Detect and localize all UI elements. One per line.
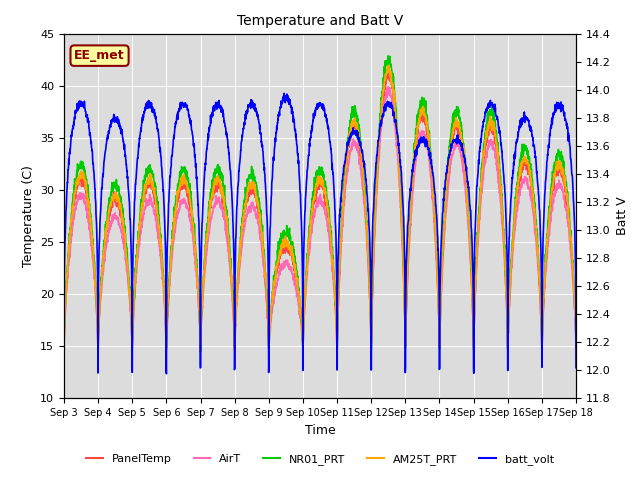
Line: batt_volt: batt_volt [64, 93, 576, 374]
X-axis label: Time: Time [305, 424, 335, 437]
AirT [572, 344, 580, 350]
NR01_PRT [572, 343, 580, 348]
AirT [60, 346, 68, 351]
AirT [346, 148, 354, 154]
PanelTemp [60, 342, 68, 348]
Line: AirT: AirT [64, 86, 576, 351]
NR01_PRT [541, 251, 549, 257]
AM25T_PRT [335, 286, 342, 291]
AM25T_PRT [469, 311, 477, 317]
Y-axis label: Batt V: Batt V [616, 197, 629, 235]
NR01_PRT [384, 53, 392, 59]
PanelTemp [385, 69, 393, 74]
batt_volt [346, 134, 354, 140]
batt_volt [572, 365, 580, 371]
batt_volt [280, 90, 288, 96]
PanelTemp [527, 181, 535, 187]
PanelTemp [572, 342, 580, 348]
batt_volt [335, 234, 342, 240]
AM25T_PRT [541, 264, 549, 270]
Line: PanelTemp: PanelTemp [64, 72, 576, 352]
AirT [469, 313, 477, 319]
AirT [527, 197, 535, 203]
AirT [541, 273, 549, 278]
batt_volt [163, 371, 170, 377]
NR01_PRT [469, 308, 477, 314]
PanelTemp [469, 313, 477, 319]
AirT [385, 84, 392, 89]
batt_volt [469, 267, 477, 273]
Legend: PanelTemp, AirT, NR01_PRT, AM25T_PRT, batt_volt: PanelTemp, AirT, NR01_PRT, AM25T_PRT, ba… [81, 450, 559, 469]
batt_volt [541, 180, 549, 185]
NR01_PRT [367, 351, 375, 357]
batt_volt [203, 146, 211, 152]
PanelTemp [203, 232, 211, 238]
NR01_PRT [203, 227, 211, 232]
AM25T_PRT [527, 182, 535, 188]
PanelTemp [335, 288, 342, 294]
AirT [231, 348, 239, 354]
PanelTemp [346, 137, 354, 143]
Title: Temperature and Batt V: Temperature and Batt V [237, 14, 403, 28]
AM25T_PRT [60, 342, 68, 348]
batt_volt [60, 364, 68, 370]
NR01_PRT [335, 294, 342, 300]
Line: NR01_PRT: NR01_PRT [64, 56, 576, 354]
NR01_PRT [527, 169, 535, 175]
Y-axis label: Temperature (C): Temperature (C) [22, 165, 35, 267]
AM25T_PRT [196, 348, 204, 354]
AirT [335, 292, 342, 298]
Line: AM25T_PRT: AM25T_PRT [64, 65, 576, 351]
NR01_PRT [60, 344, 68, 349]
AM25T_PRT [203, 234, 211, 240]
PanelTemp [196, 349, 204, 355]
AM25T_PRT [346, 130, 354, 136]
PanelTemp [541, 264, 549, 270]
NR01_PRT [346, 127, 353, 132]
Text: EE_met: EE_met [74, 49, 125, 62]
AM25T_PRT [385, 62, 393, 68]
AM25T_PRT [572, 345, 580, 351]
AirT [203, 247, 211, 252]
batt_volt [527, 129, 535, 134]
